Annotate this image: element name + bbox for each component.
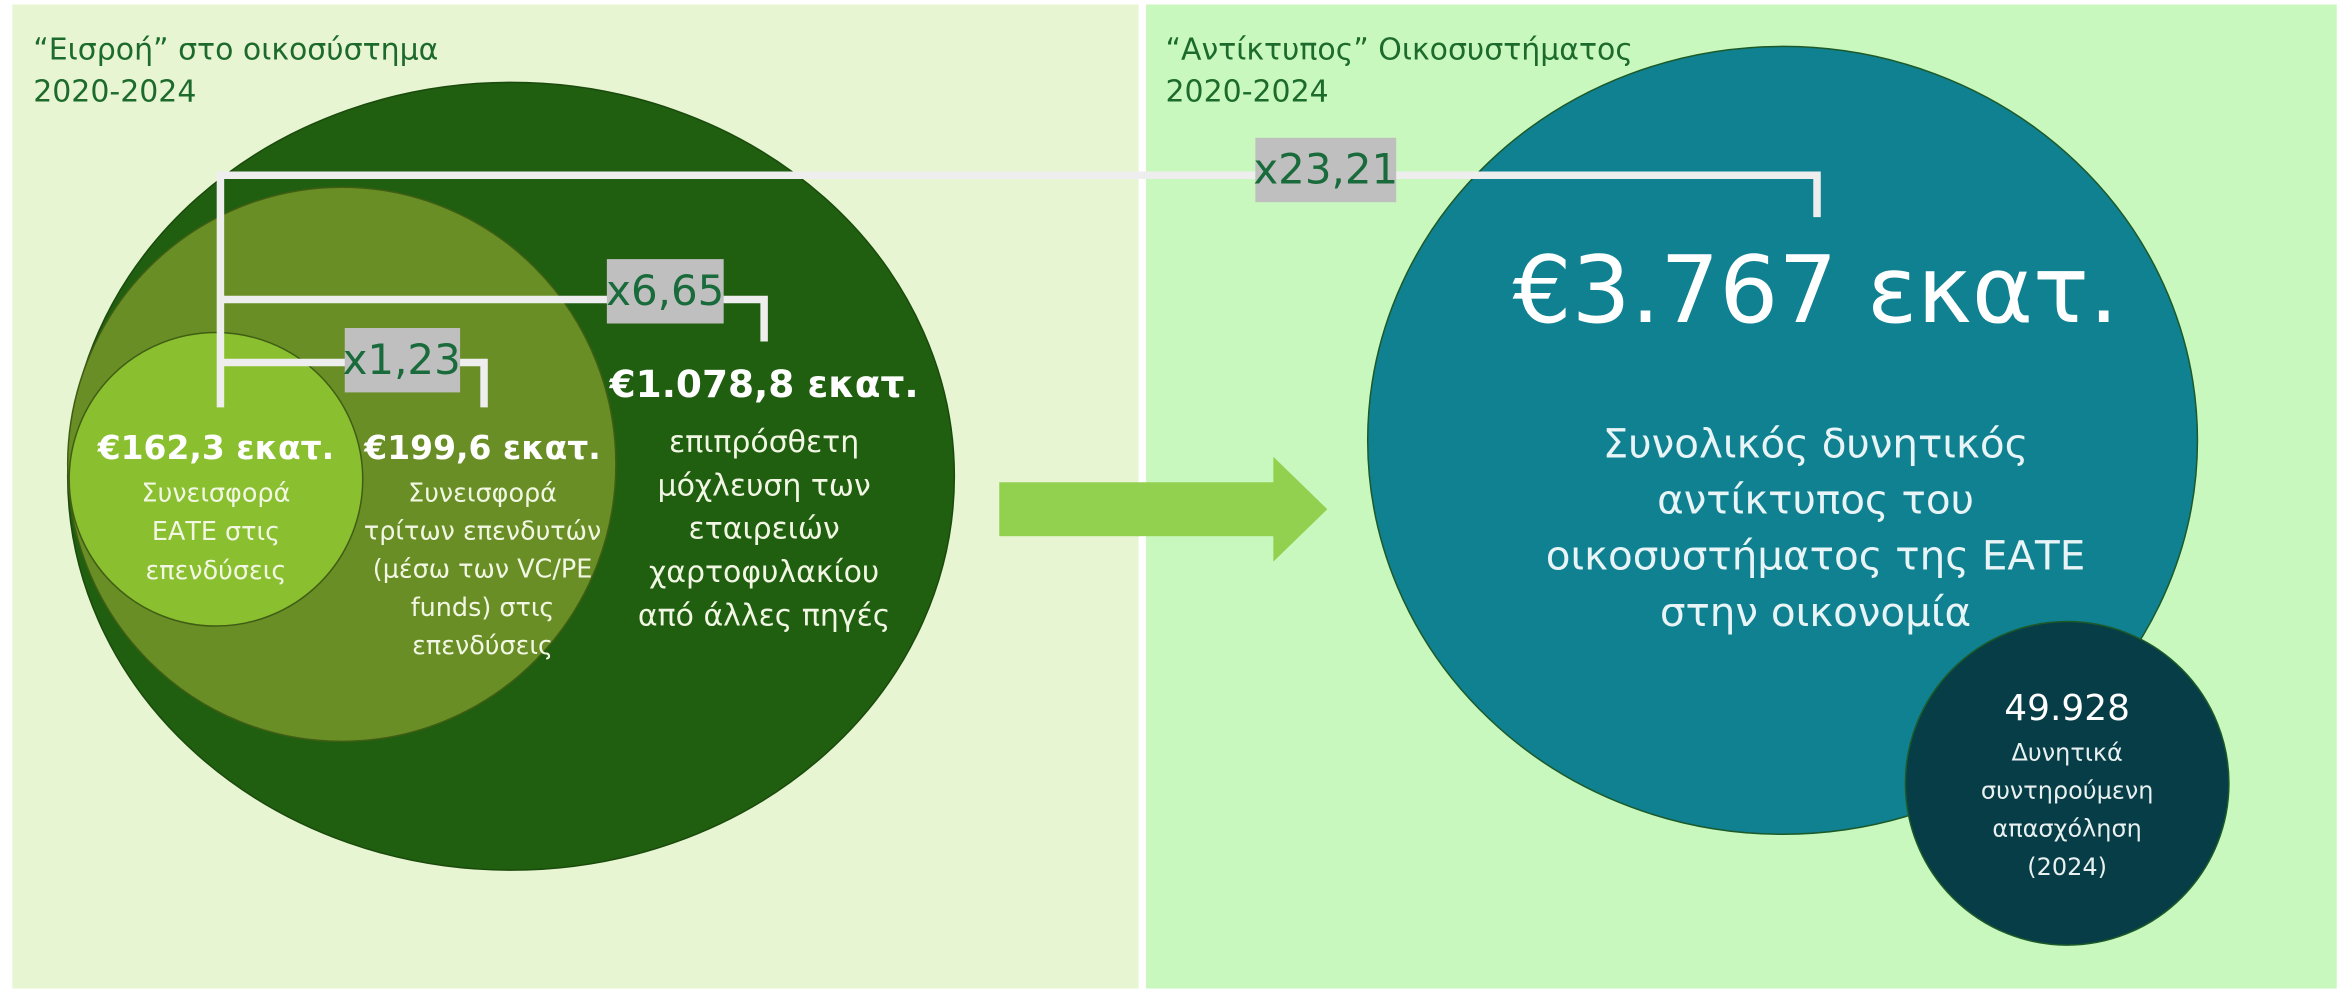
description: τρίτων επενδυτών xyxy=(364,516,601,546)
description: (μέσω των VC/PE xyxy=(373,555,593,585)
description: επενδύσεις xyxy=(146,556,287,586)
description: Δυνητικά xyxy=(2012,738,2123,766)
description: Συνεισφορά xyxy=(142,478,291,508)
multiplier-box xyxy=(606,259,724,324)
panel-title: “Αντίκτυπος” Οικοσυστήματος xyxy=(1166,32,1633,67)
multiplier: x1,23 xyxy=(343,335,461,384)
arrow xyxy=(999,482,1277,537)
amount: 49.928 xyxy=(2004,688,2130,729)
description: στην οικονομία xyxy=(1660,588,1971,636)
panel-title: “Εισροή” στο οικοσύστημα xyxy=(33,32,438,67)
multiplier: x23,21 xyxy=(1253,145,1398,194)
connector xyxy=(220,295,768,342)
description: funds) στις xyxy=(411,593,555,623)
description: από άλλες πηγές xyxy=(638,599,891,634)
description: εταιρειών xyxy=(689,512,840,547)
multiplier-box xyxy=(344,328,461,393)
panel-title: 2020-2024 xyxy=(33,74,196,109)
arrow-head xyxy=(1273,456,1328,562)
description: Συνεισφορά xyxy=(408,478,557,508)
description: επενδύσεις xyxy=(412,631,553,661)
amount: €162,3 εκατ. xyxy=(97,428,334,467)
description: μόχλευση των xyxy=(658,468,871,503)
eate-circle xyxy=(68,331,364,627)
multiplier: x6,65 xyxy=(606,266,724,315)
amount: €1.078,8 εκατ. xyxy=(609,362,919,406)
description: συντηρούμενη xyxy=(1981,777,2154,805)
description: ΕΑΤΕ στις xyxy=(152,517,280,547)
multiplier-box xyxy=(1255,137,1397,203)
amount: €3.767 εκατ. xyxy=(1513,236,2119,344)
description: Συνολικός δυνητικός xyxy=(1603,419,2029,467)
description: χαρτοφυλακίου xyxy=(649,555,879,590)
employment-circle xyxy=(1904,620,2230,946)
description: αντίκτυπος του xyxy=(1657,475,1974,523)
connector xyxy=(220,358,488,408)
description: επιπρόσθετη xyxy=(669,425,859,460)
connector xyxy=(216,171,1821,408)
description: απασχόληση xyxy=(1992,815,2141,843)
description: οικοσυστήματος της ΕΑΤΕ xyxy=(1546,532,2086,580)
description: (2024) xyxy=(2027,853,2107,881)
impact-circle xyxy=(1366,45,2199,835)
amount: €199,6 εκατ. xyxy=(363,428,600,467)
panel-title: 2020-2024 xyxy=(1166,74,1329,109)
